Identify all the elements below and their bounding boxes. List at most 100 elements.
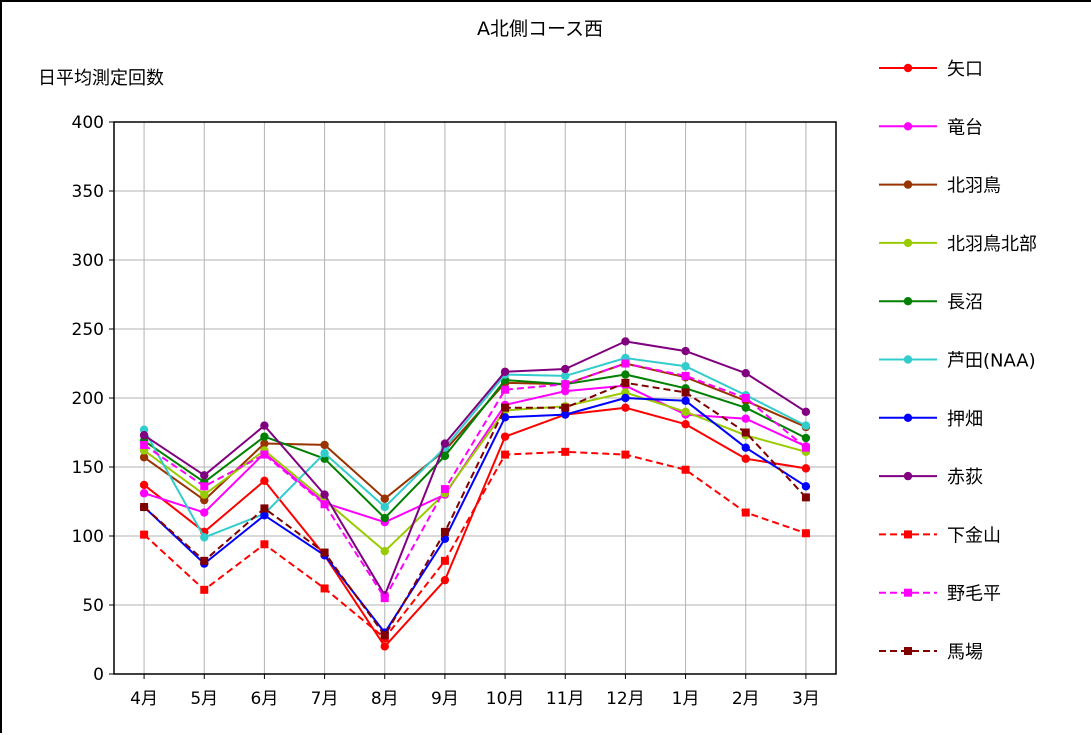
data-point bbox=[561, 447, 570, 456]
data-point bbox=[380, 494, 389, 503]
data-point bbox=[320, 449, 329, 458]
data-point bbox=[741, 443, 750, 452]
data-point bbox=[681, 465, 690, 474]
legend-label: 竜台 bbox=[947, 117, 983, 138]
y-tick-label: 100 bbox=[72, 527, 104, 547]
y-tick-label: 300 bbox=[72, 251, 104, 271]
legend-item: 芦田(NAA) bbox=[879, 351, 1036, 372]
data-point bbox=[741, 368, 750, 378]
data-point bbox=[741, 414, 750, 423]
data-point bbox=[320, 440, 329, 450]
data-point bbox=[500, 367, 510, 376]
data-point bbox=[741, 394, 750, 402]
data-point bbox=[561, 410, 570, 419]
legend-marker bbox=[903, 471, 913, 481]
x-tick-label: 6月 bbox=[251, 689, 279, 709]
data-point bbox=[681, 346, 690, 356]
legend-label: 芦田(NAA) bbox=[947, 351, 1036, 372]
data-point bbox=[380, 546, 389, 556]
data-point bbox=[561, 371, 570, 381]
data-point bbox=[621, 450, 630, 459]
series-line bbox=[143, 397, 807, 634]
x-tick-label: 9月 bbox=[431, 689, 459, 709]
x-tick-label: 4月 bbox=[130, 689, 158, 709]
data-point bbox=[501, 403, 510, 412]
data-point bbox=[621, 403, 630, 412]
data-point bbox=[681, 420, 690, 429]
data-point bbox=[440, 556, 449, 565]
data-point bbox=[561, 380, 570, 389]
legend-marker bbox=[904, 647, 912, 655]
series-line bbox=[143, 450, 807, 640]
series-8 bbox=[140, 447, 810, 643]
data-point bbox=[500, 413, 510, 422]
x-tick-label: 11月 bbox=[546, 689, 585, 709]
data-point bbox=[621, 337, 630, 346]
data-point bbox=[801, 433, 811, 443]
legend-label: 北羽鳥北部 bbox=[947, 234, 1037, 255]
plot-border bbox=[113, 121, 837, 675]
x-tick-label: 2月 bbox=[732, 689, 760, 709]
legend-label: 北羽鳥 bbox=[947, 176, 1001, 197]
data-point bbox=[561, 364, 570, 374]
legend-item: 下金山 bbox=[879, 525, 1001, 546]
y-axis-label: 日平均測定回数 bbox=[38, 68, 164, 89]
series-9 bbox=[140, 359, 810, 603]
y-tick-label: 0 bbox=[93, 665, 104, 685]
x-tick-label: 1月 bbox=[672, 689, 700, 709]
y-tick-label: 50 bbox=[82, 596, 104, 616]
data-point bbox=[621, 370, 630, 379]
legend-marker bbox=[903, 297, 913, 306]
data-point bbox=[200, 508, 209, 517]
data-point bbox=[801, 464, 811, 473]
legend-item: 押畑 bbox=[879, 409, 983, 430]
data-point bbox=[501, 385, 510, 394]
legend-label: 長沼 bbox=[947, 292, 983, 313]
y-tick-label: 400 bbox=[72, 113, 104, 133]
series-line bbox=[143, 362, 807, 600]
data-point bbox=[561, 403, 570, 412]
data-point bbox=[440, 439, 450, 448]
legend-item: 野毛平 bbox=[879, 584, 1001, 605]
legend-marker bbox=[903, 122, 913, 131]
data-point bbox=[801, 443, 810, 452]
data-point bbox=[681, 371, 690, 380]
y-tick-label: 250 bbox=[72, 320, 104, 340]
legend-marker bbox=[903, 355, 913, 364]
data-point bbox=[139, 453, 149, 462]
data-point bbox=[260, 504, 269, 513]
legend-marker bbox=[904, 530, 912, 539]
data-point bbox=[621, 393, 630, 403]
data-point bbox=[380, 642, 389, 651]
series-line bbox=[143, 340, 807, 597]
y-tick-label: 150 bbox=[72, 458, 104, 478]
data-point bbox=[260, 421, 269, 430]
data-point bbox=[801, 407, 811, 416]
data-point bbox=[320, 500, 329, 509]
series-4 bbox=[139, 370, 811, 523]
x-tick-label: 10月 bbox=[486, 689, 525, 709]
data-point bbox=[200, 585, 209, 594]
data-point bbox=[681, 388, 690, 397]
data-point bbox=[139, 480, 149, 490]
legend-item: 馬場 bbox=[879, 642, 983, 663]
x-tick-label: 8月 bbox=[371, 689, 399, 709]
series-line bbox=[143, 373, 807, 520]
legend-marker bbox=[903, 63, 913, 73]
data-point bbox=[801, 493, 810, 502]
legend-label: 矢口 bbox=[947, 59, 983, 80]
data-point bbox=[741, 428, 750, 437]
series-10 bbox=[140, 378, 810, 640]
legend-label: 押畑 bbox=[947, 409, 983, 430]
data-point bbox=[260, 540, 269, 549]
data-point bbox=[139, 431, 149, 440]
data-point bbox=[801, 529, 810, 538]
data-point bbox=[621, 378, 630, 387]
data-point bbox=[320, 548, 329, 557]
data-point bbox=[140, 440, 149, 449]
data-point bbox=[260, 476, 269, 485]
data-point bbox=[260, 439, 269, 448]
data-point bbox=[440, 485, 449, 494]
